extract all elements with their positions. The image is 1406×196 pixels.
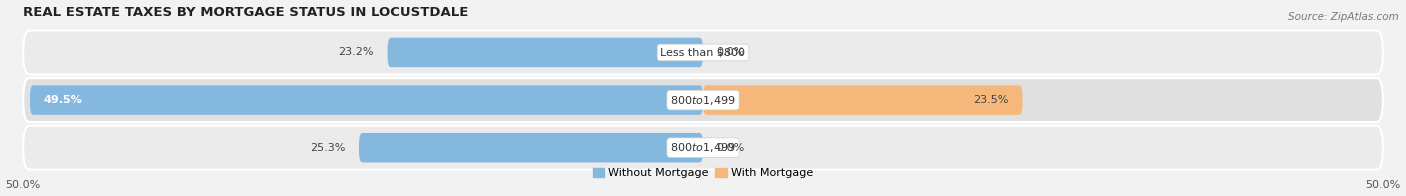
Text: 23.5%: 23.5%	[973, 95, 1010, 105]
FancyBboxPatch shape	[359, 133, 703, 162]
Text: $800 to $1,499: $800 to $1,499	[671, 93, 735, 107]
FancyBboxPatch shape	[22, 31, 1384, 74]
Text: 25.3%: 25.3%	[311, 143, 346, 153]
Text: 49.5%: 49.5%	[44, 95, 83, 105]
FancyBboxPatch shape	[30, 85, 703, 115]
Text: Source: ZipAtlas.com: Source: ZipAtlas.com	[1288, 12, 1399, 22]
FancyBboxPatch shape	[22, 78, 1384, 122]
Legend: Without Mortgage, With Mortgage: Without Mortgage, With Mortgage	[588, 164, 818, 183]
Text: REAL ESTATE TAXES BY MORTGAGE STATUS IN LOCUSTDALE: REAL ESTATE TAXES BY MORTGAGE STATUS IN …	[22, 5, 468, 19]
FancyBboxPatch shape	[388, 38, 703, 67]
Text: 0.0%: 0.0%	[717, 47, 745, 57]
Text: $800 to $1,499: $800 to $1,499	[671, 141, 735, 154]
FancyBboxPatch shape	[22, 126, 1384, 170]
Text: 0.0%: 0.0%	[717, 143, 745, 153]
FancyBboxPatch shape	[703, 85, 1022, 115]
Text: 23.2%: 23.2%	[339, 47, 374, 57]
Text: Less than $800: Less than $800	[661, 47, 745, 57]
